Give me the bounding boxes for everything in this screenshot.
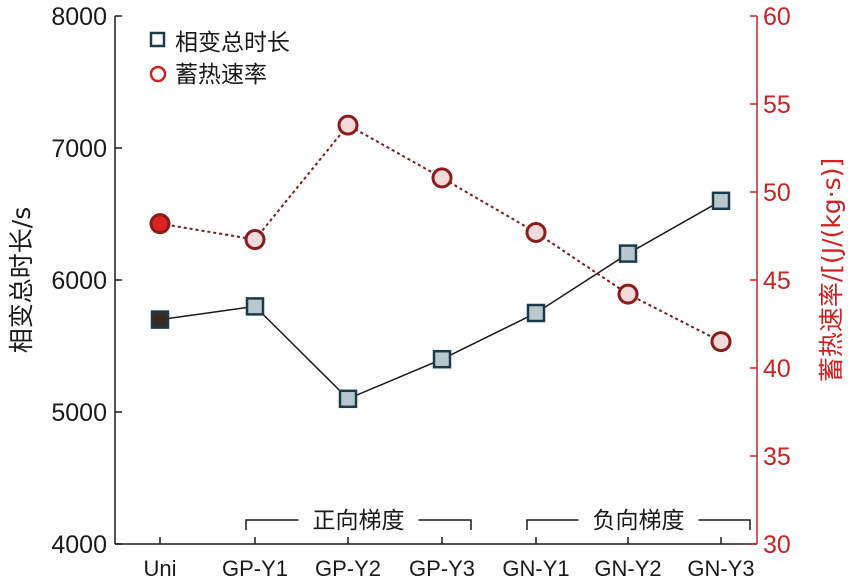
series-marker-square bbox=[150, 310, 170, 329]
series-marker-circle bbox=[431, 167, 453, 189]
series-marker-square bbox=[711, 191, 731, 211]
group-bracket-left bbox=[245, 519, 299, 530]
series-marker-circle bbox=[244, 229, 266, 251]
right-tick-label: 35 bbox=[763, 443, 791, 471]
axes bbox=[114, 16, 758, 545]
series-marker-circle bbox=[337, 114, 359, 136]
right-tick-label: 45 bbox=[763, 267, 791, 295]
y-axis-label: 相变总时长/s bbox=[7, 207, 36, 353]
x-tick-label: GP-Y3 bbox=[409, 556, 475, 577]
group-label: 负向梯度 bbox=[593, 508, 685, 534]
series-marker-circle bbox=[525, 221, 547, 243]
series-marker-circle bbox=[710, 331, 732, 353]
series-marker-square bbox=[526, 303, 546, 323]
legend-label: 蓄热速率 bbox=[175, 62, 267, 88]
series-marker-square bbox=[338, 389, 358, 409]
right-tick-label: 40 bbox=[763, 355, 791, 383]
left-tick-label: 4000 bbox=[51, 531, 107, 559]
x-tick-label: Uni bbox=[143, 556, 176, 577]
series-marker-square bbox=[245, 297, 265, 316]
series-marker-square bbox=[432, 349, 452, 369]
x-tick-label: GP-Y1 bbox=[222, 556, 288, 577]
series-marker-circle bbox=[617, 283, 639, 305]
legend-label: 相变总时长 bbox=[175, 30, 290, 56]
right-tick-label: 55 bbox=[763, 91, 791, 119]
left-tick-label: 7000 bbox=[51, 135, 107, 163]
series-marker-square bbox=[618, 244, 638, 263]
series-marker-circle bbox=[149, 213, 171, 235]
y2-axis-label: 蓄热速率/[(J/(kg·s)] bbox=[817, 158, 846, 382]
x-tick-label: GN-Y3 bbox=[687, 556, 754, 577]
left-tick-label: 5000 bbox=[51, 399, 107, 427]
legend-marker-circle bbox=[149, 65, 167, 83]
group-bracket-left bbox=[526, 519, 579, 530]
legend-marker-square bbox=[149, 31, 166, 48]
series-line bbox=[159, 123, 722, 343]
category-groups: 正向梯度 负向梯度 bbox=[245, 508, 751, 534]
x-axis-ticks: Uni GP-Y1 GP-Y2 GP-Y3 GN-Y1 GN-Y2 GN-Y3 bbox=[143, 537, 755, 577]
left-tick-label: 8000 bbox=[51, 3, 107, 31]
series-line bbox=[159, 200, 722, 400]
group-bracket-right bbox=[418, 519, 472, 530]
left-axis-ticks: 4000 5000 6000 7000 8000 bbox=[51, 3, 122, 559]
series-markers bbox=[149, 114, 732, 409]
right-tick-label: 30 bbox=[763, 531, 791, 559]
right-axis-ticks: 30 35 40 45 50 55 60 bbox=[750, 3, 791, 559]
x-tick-label: GP-Y2 bbox=[315, 556, 381, 577]
right-tick-label: 60 bbox=[763, 3, 791, 31]
group-bracket-right bbox=[698, 519, 751, 530]
right-tick-label: 50 bbox=[763, 179, 791, 207]
x-tick-label: GN-Y1 bbox=[502, 556, 569, 577]
x-tick-label: GN-Y2 bbox=[594, 556, 661, 577]
left-tick-label: 6000 bbox=[51, 267, 107, 295]
group-label: 正向梯度 bbox=[313, 508, 405, 534]
